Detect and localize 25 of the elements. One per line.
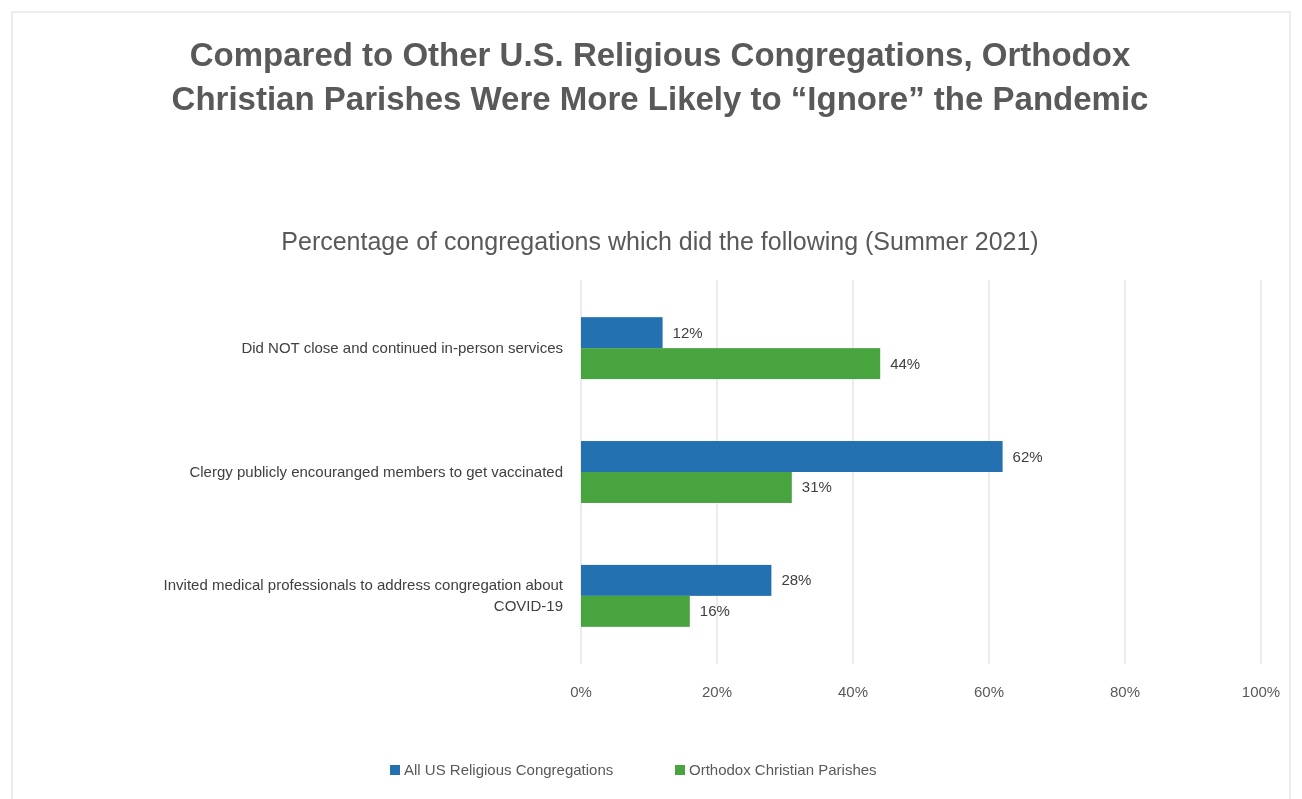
data-label: 28% [781,571,812,589]
data-label: 31% [801,478,832,496]
y-tick-label: Clergy publicly encouranged members to get vaccinated [189,463,563,480]
x-tick-label: 20% [701,683,733,700]
legend-label: Orthodox Christian Parishes [689,761,877,778]
data-label: 44% [890,354,921,372]
chart-title: Compared to Other U.S. Religious Congregations, Orthodox Christian Parishes Were More Likely to “Ignore” the Pandemic [171,36,1149,117]
bar [581,348,881,380]
bar [581,317,663,349]
bar [581,564,772,596]
x-tick-label: 100% [1241,683,1281,700]
y-tick-label: Did NOT close and continued in-person services [241,339,563,357]
y-tick-label: Invited medical professionals to address congregation about COVID-19 [163,576,564,615]
data-label: 62% [1012,447,1043,465]
bar [581,441,1003,472]
x-tick-label: 0% [570,683,592,700]
bar [581,472,792,503]
data-label: 12% [672,323,703,341]
legend-label: All US Religious Congregations [404,761,614,778]
x-tick-label: 60% [973,683,1005,700]
chart-subtitle: Percentage of congregations which did the following (Summer 2021) [281,227,1039,255]
x-tick-label: 40% [837,683,869,700]
bar [581,595,690,627]
x-tick-label: 80% [1109,683,1141,700]
data-label: 16% [699,602,730,620]
